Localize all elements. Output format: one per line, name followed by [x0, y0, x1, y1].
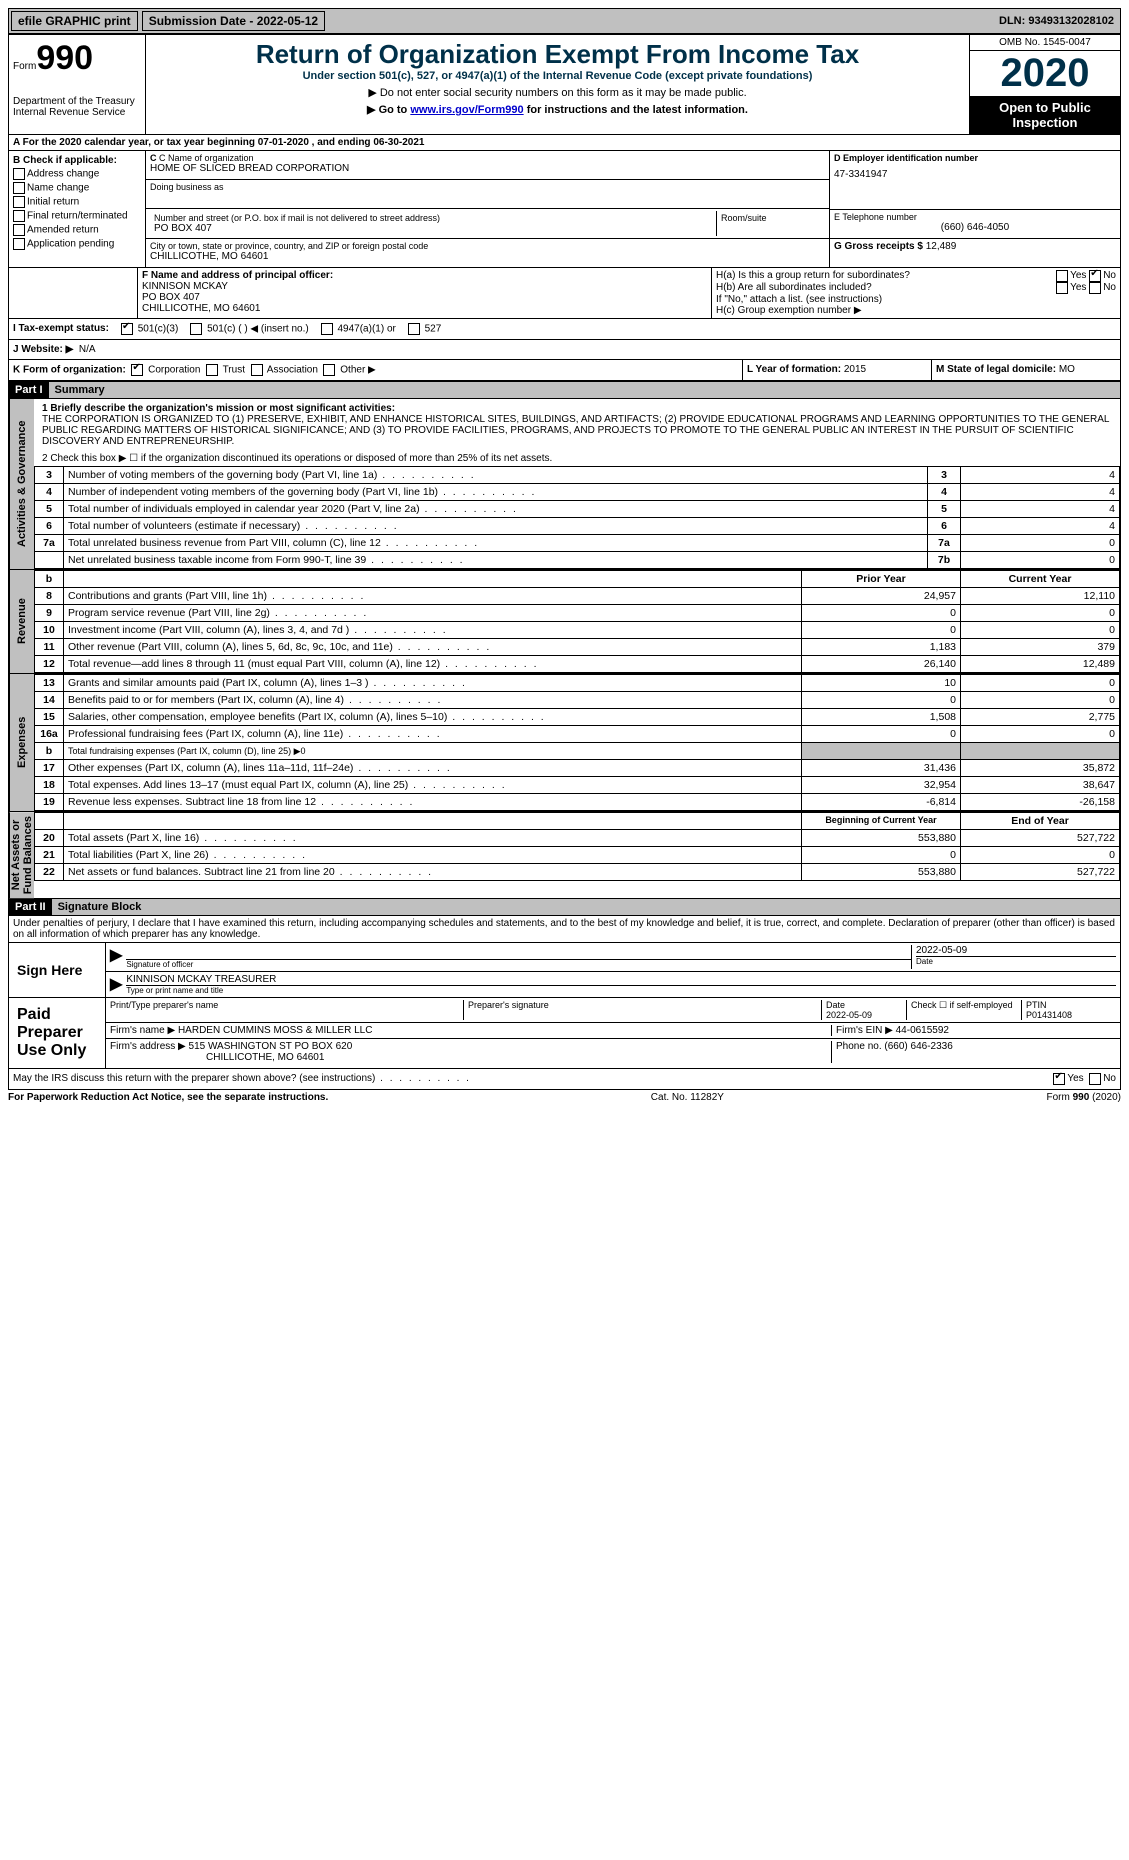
- row-a: A For the 2020 calendar year, or tax yea…: [8, 135, 1121, 151]
- form-number: 990: [36, 39, 93, 77]
- sign-here-label: Sign Here: [9, 943, 105, 997]
- section-b-to-g: B Check if applicable: Address change Na…: [8, 151, 1121, 268]
- rev-table: bPrior YearCurrent Year 8Contributions a…: [34, 570, 1120, 673]
- na-block: Net Assets or Fund Balances Beginning of…: [8, 812, 1121, 899]
- note-ssn: ▶ Do not enter social security numbers o…: [154, 86, 961, 99]
- rev-block: Revenue bPrior YearCurrent Year 8Contrib…: [8, 570, 1121, 674]
- form-header: Form990 Department of the Treasury Inter…: [8, 34, 1121, 135]
- cb-name[interactable]: Name change: [13, 182, 141, 194]
- l-year: L Year of formation: 2015: [743, 360, 932, 380]
- paid-prep-label: Paid Preparer Use Only: [9, 998, 105, 1068]
- part2-header: Part IISignature Block: [8, 899, 1121, 916]
- cb-501c3[interactable]: 501(c)(3): [121, 323, 178, 335]
- open-public: Open to Public Inspection: [970, 96, 1120, 134]
- arrow-icon: ▶: [110, 974, 122, 995]
- cb-app-pending[interactable]: Application pending: [13, 238, 141, 250]
- c-name-cell: C C Name of organization HOME OF SLICED …: [146, 151, 829, 180]
- cb-4947[interactable]: 4947(a)(1) or: [321, 323, 396, 335]
- h-group: H(a) Is this a group return for subordin…: [712, 268, 1120, 318]
- mission-label: 1 Briefly describe the organization's mi…: [42, 403, 395, 414]
- section-f-h: F Name and address of principal officer:…: [8, 268, 1121, 319]
- k-label: K Form of organization:: [13, 365, 126, 376]
- org-name: HOME OF SLICED BREAD CORPORATION: [150, 163, 825, 174]
- cb-amended[interactable]: Amended return: [13, 224, 141, 236]
- footer: For Paperwork Reduction Act Notice, see …: [8, 1090, 1121, 1103]
- arrow-icon: ▶: [110, 945, 122, 969]
- street-cell: Number and street (or P.O. box if mail i…: [146, 209, 829, 239]
- omb-label: OMB No. 1545-0047: [970, 35, 1120, 51]
- cb-final[interactable]: Final return/terminated: [13, 210, 141, 222]
- tax-year: 2020: [970, 51, 1120, 96]
- vtab-exp: Expenses: [9, 674, 34, 811]
- efile-btn[interactable]: efile GRAPHIC print: [11, 11, 138, 31]
- irs-link[interactable]: www.irs.gov/Form990: [410, 104, 523, 116]
- vtab-gov: Activities & Governance: [9, 399, 34, 569]
- cb-527[interactable]: 527: [408, 323, 441, 335]
- col-b: B Check if applicable: Address change Na…: [9, 151, 146, 267]
- exp-table: 13Grants and similar amounts paid (Part …: [34, 674, 1120, 811]
- i-label: I Tax-exempt status:: [13, 323, 109, 335]
- paid-preparer-block: Paid Preparer Use Only Print/Type prepar…: [8, 998, 1121, 1069]
- submission-btn: Submission Date - 2022-05-12: [142, 11, 325, 31]
- f-officer: F Name and address of principal officer:…: [138, 268, 712, 318]
- part1-header: Part ISummary: [8, 381, 1121, 399]
- gov-table: 3Number of voting members of the governi…: [34, 466, 1120, 569]
- sign-here-block: Sign Here ▶ Signature of officer 2022-05…: [8, 943, 1121, 998]
- m-state: M State of legal domicile: MO: [932, 360, 1120, 380]
- perjury: Under penalties of perjury, I declare th…: [8, 916, 1121, 943]
- discuss-yes[interactable]: [1053, 1073, 1065, 1085]
- form-label: Form: [13, 61, 36, 72]
- dln-label: DLN: 93493132028102: [999, 15, 1118, 27]
- dept-label: Department of the Treasury Internal Reve…: [13, 96, 141, 118]
- city-cell: City or town, state or province, country…: [146, 239, 829, 267]
- na-table: Beginning of Current YearEnd of Year 20T…: [34, 812, 1120, 881]
- row-i-j: I Tax-exempt status: 501(c)(3) 501(c) ( …: [8, 319, 1121, 340]
- cb-initial[interactable]: Initial return: [13, 196, 141, 208]
- cb-address[interactable]: Address change: [13, 168, 141, 180]
- discuss-row: May the IRS discuss this return with the…: [8, 1069, 1121, 1090]
- mission-text: THE CORPORATION IS ORGANIZED TO (1) PRES…: [42, 414, 1112, 447]
- form-subtitle: Under section 501(c), 527, or 4947(a)(1)…: [154, 70, 961, 82]
- g-receipts: G Gross receipts $ 12,489: [830, 239, 1120, 267]
- exp-block: Expenses 13Grants and similar amounts pa…: [8, 674, 1121, 812]
- b-label: B Check if applicable:: [13, 155, 117, 166]
- line2: 2 Check this box ▶ ☐ if the organization…: [34, 451, 1120, 466]
- dba-cell: Doing business as: [146, 180, 829, 209]
- discuss-no[interactable]: [1089, 1073, 1101, 1085]
- gov-block: Activities & Governance 1 Briefly descri…: [8, 399, 1121, 570]
- vtab-rev: Revenue: [9, 570, 34, 673]
- vtab-na: Net Assets or Fund Balances: [9, 812, 34, 898]
- d-ein: D Employer identification number 47-3341…: [830, 151, 1120, 210]
- cb-501c[interactable]: 501(c) ( ) ◀ (insert no.): [190, 323, 308, 335]
- note-link: ▶ Go to www.irs.gov/Form990 for instruct…: [154, 103, 961, 116]
- top-toolbar: efile GRAPHIC print Submission Date - 20…: [8, 8, 1121, 34]
- row-klm: K Form of organization: Corporation Trus…: [8, 360, 1121, 381]
- row-j: J Website: ▶ N/A: [8, 340, 1121, 360]
- e-phone: E Telephone number (660) 646-4050: [830, 210, 1120, 239]
- form-title: Return of Organization Exempt From Incom…: [154, 39, 961, 70]
